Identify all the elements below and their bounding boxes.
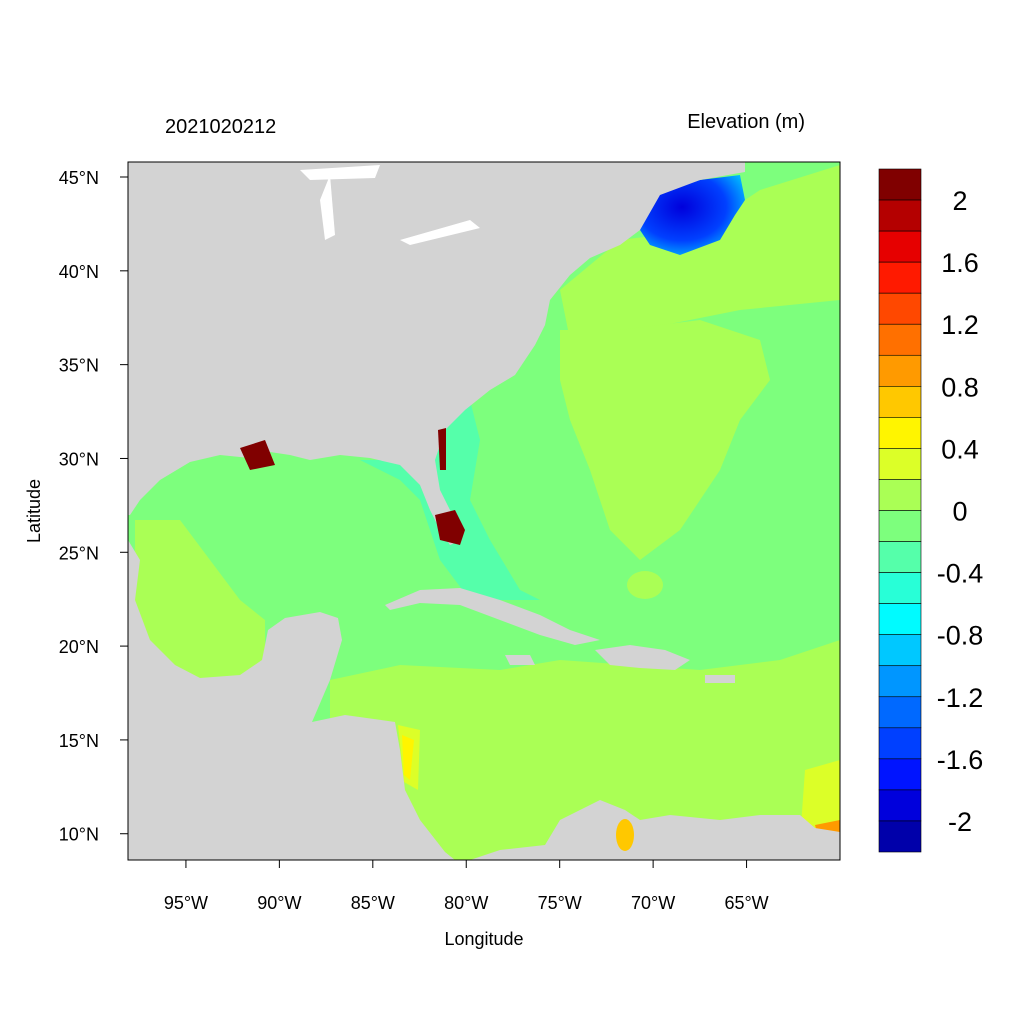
colorbar-label: 0.8 <box>941 372 979 402</box>
map-plot-area <box>128 162 840 860</box>
ocean-region-atlantic <box>560 320 770 560</box>
y-tick-label: 30°N <box>59 449 99 469</box>
land-cuba <box>385 588 600 645</box>
surge-louisiana <box>240 440 275 470</box>
x-tick-label: 85°W <box>351 893 395 913</box>
colorbar-box <box>878 541 922 573</box>
great-lakes <box>300 165 480 245</box>
colorbar-box <box>878 634 922 667</box>
colorbar-label: 2 <box>952 186 967 216</box>
colorbar-label: 0.4 <box>941 434 979 464</box>
colorbar-box <box>878 758 922 791</box>
colorbar-box <box>878 199 922 232</box>
colorbar-box <box>878 727 922 760</box>
ocean-region-western-gulf <box>135 520 265 680</box>
plot-frame <box>127 161 841 861</box>
colorbar-box <box>878 510 922 542</box>
y-tick-label: 45°N <box>59 168 99 188</box>
colorbar-box <box>878 448 922 480</box>
x-tick-label: 95°W <box>164 893 208 913</box>
x-tick-label: 90°W <box>257 893 301 913</box>
colorbar-box <box>878 261 922 294</box>
y-tick-label: 15°N <box>59 731 99 751</box>
ocean-region-patch <box>627 571 663 599</box>
y-tick-label: 20°N <box>59 637 99 657</box>
x-axis-label: Longitude <box>444 929 523 949</box>
ocean-region-caribbean <box>330 640 840 860</box>
x-axis-ticks: 95°W 90°W 85°W 80°W 75°W 70°W 65°W <box>164 860 769 913</box>
colorbar-box <box>878 168 922 201</box>
colorbar-box <box>878 603 922 635</box>
y-tick-label: 35°N <box>59 356 99 376</box>
colorbar-box <box>878 789 922 822</box>
ocean-region-nicaragua-coast <box>402 735 414 780</box>
colorbar-box <box>878 230 922 263</box>
ocean-region-northeast <box>560 165 840 340</box>
surge-florida-east <box>438 428 446 470</box>
colorbar-box <box>878 386 922 418</box>
x-tick-label: 75°W <box>538 893 582 913</box>
land-puerto-rico <box>705 675 735 683</box>
colorbar-box <box>878 665 922 698</box>
colorbar-label: 1.6 <box>941 248 979 278</box>
land-south-america <box>470 800 840 860</box>
land-north-america <box>128 162 745 545</box>
colorbar-label: -2 <box>948 807 972 837</box>
land-hispaniola <box>595 645 690 670</box>
y-tick-label: 40°N <box>59 262 99 282</box>
colorbar-box <box>878 820 922 853</box>
land-jamaica <box>505 655 535 665</box>
colorbar-box <box>878 323 922 356</box>
ocean-region-florida-shelf <box>360 400 540 600</box>
surge-florida-south <box>435 510 465 545</box>
colorbar-box <box>878 572 922 604</box>
title-date: 2021020212 <box>165 116 276 138</box>
ocean-region-gulf-of-maine <box>640 175 745 255</box>
colorbar-label: 1.2 <box>941 310 979 340</box>
colorbar-box <box>878 417 922 449</box>
colorbar-label: -1.6 <box>937 745 984 775</box>
colorbar-label: 0 <box>952 497 967 527</box>
x-tick-label: 65°W <box>724 893 768 913</box>
x-tick-label: 70°W <box>631 893 675 913</box>
colorbar: 2 1.6 1.2 0.8 0.4 0 -0.4 -0.8 -1.2 -1.6 -2 <box>878 168 984 853</box>
title-variable: Elevation (m) <box>687 111 805 133</box>
lake-maracaibo <box>616 819 634 851</box>
x-tick-label: 80°W <box>444 893 488 913</box>
colorbar-box <box>878 354 922 387</box>
land-mexico-central-america <box>128 540 455 860</box>
colorbar-label: -0.8 <box>937 621 984 651</box>
y-axis-ticks: 45°N 40°N 35°N 30°N 25°N 20°N 15°N 10°N <box>59 168 128 845</box>
colorbar-label: -1.2 <box>937 683 984 713</box>
colorbar-label: -0.4 <box>937 559 984 589</box>
colorbar-box <box>878 292 922 325</box>
y-axis-label: Latitude <box>24 479 44 543</box>
colorbar-box <box>878 479 922 511</box>
y-tick-label: 10°N <box>59 825 99 845</box>
colorbar-box <box>878 696 922 729</box>
y-tick-label: 25°N <box>59 543 99 563</box>
